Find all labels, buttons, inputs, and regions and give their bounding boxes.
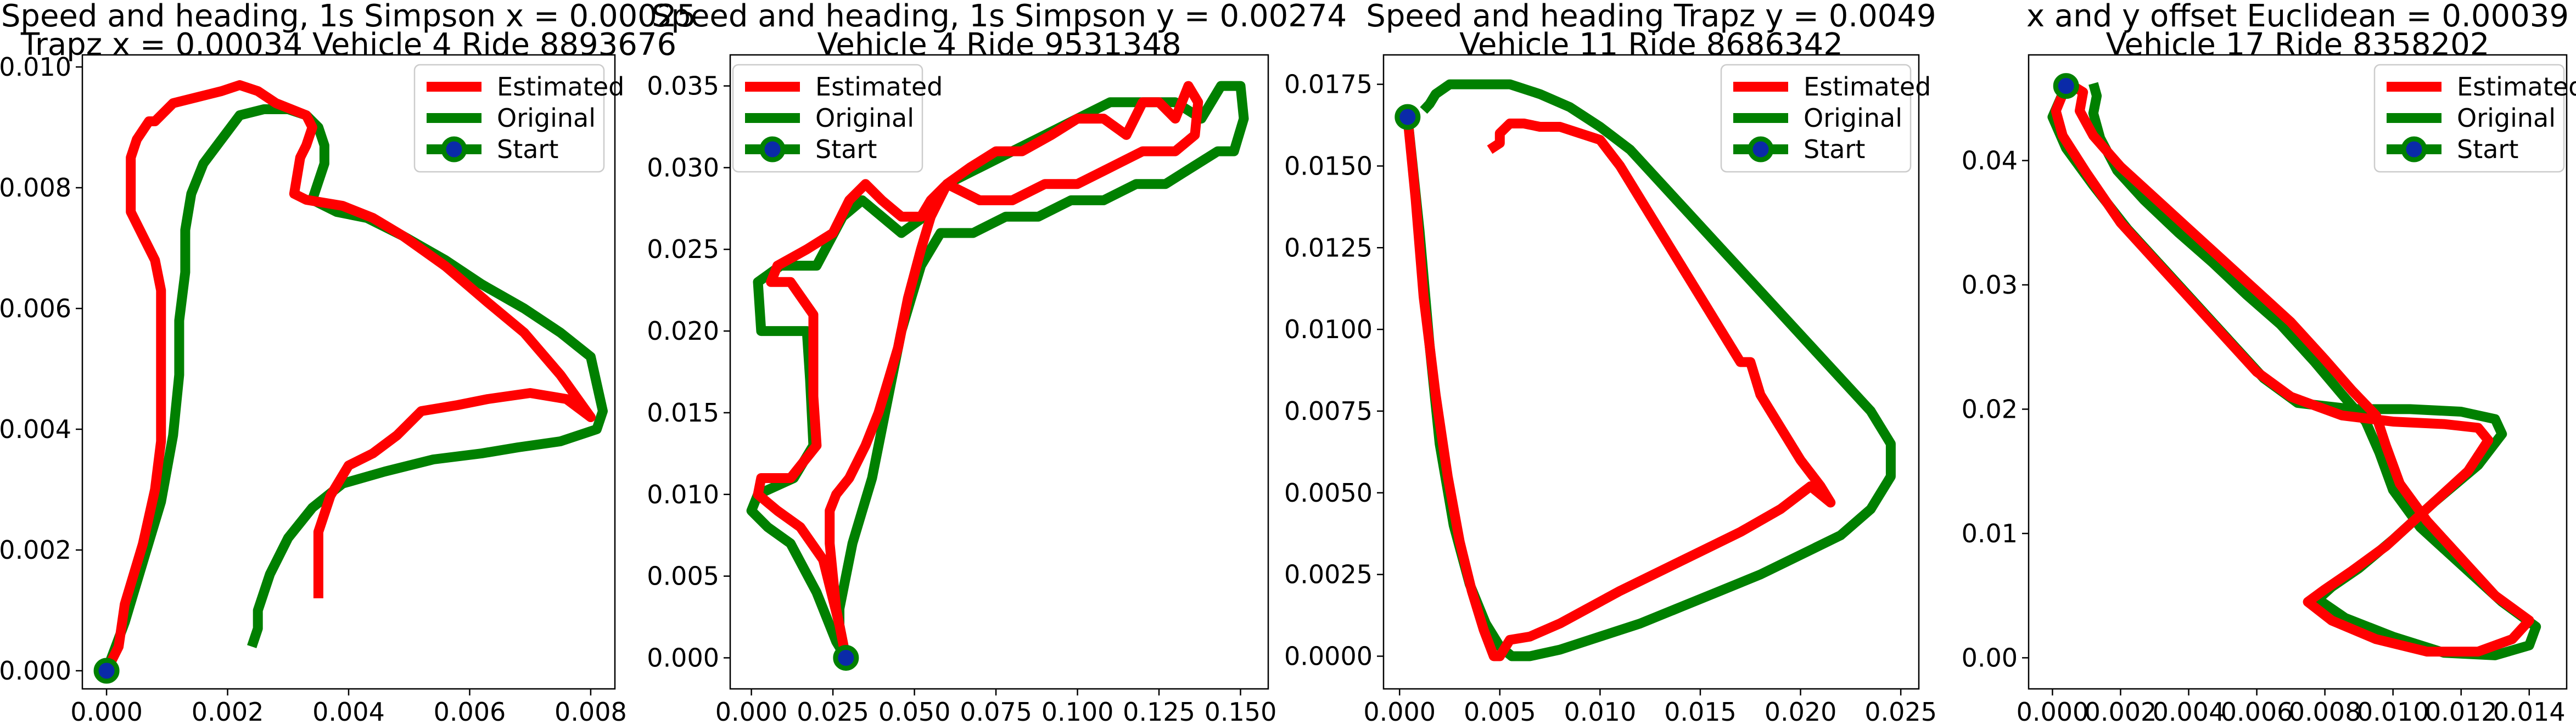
legend-label: Estimated: [1804, 72, 1931, 102]
legend-label: Start: [815, 134, 877, 164]
y-tick-label: 0.0000: [1284, 641, 1373, 671]
x-tick-label: 0.025: [797, 697, 869, 724]
x-tick-label: 0.150: [1205, 697, 1277, 724]
x-tick-label: 0.015: [1664, 697, 1737, 724]
y-tick-label: 0.004: [0, 414, 71, 444]
x-tick-label: 0.008: [555, 697, 627, 724]
legend-label: Start: [1804, 134, 1865, 164]
x-tick-label: 0.000: [1363, 697, 1436, 724]
series-line-original: [1402, 79, 1896, 661]
x-tick-label: 0.004: [312, 697, 385, 724]
x-tick-label: 0.010: [1564, 697, 1637, 724]
legend-start-marker: [759, 136, 786, 162]
x-tick-label: 0.006: [2221, 697, 2293, 724]
legend-label: Original: [815, 103, 914, 133]
x-tick-label: 0.075: [960, 697, 1032, 724]
x-tick-label: 0.002: [2085, 697, 2157, 724]
y-tick-label: 0.01: [1962, 519, 2018, 548]
x-tick-label: 0.005: [1464, 697, 1536, 724]
legend-start-marker: [2401, 136, 2427, 162]
legend-label: Start: [497, 134, 558, 164]
y-tick-label: 0.0175: [1284, 70, 1373, 99]
start-marker: [1395, 104, 1421, 130]
x-tick-label: 0.020: [1765, 697, 1837, 724]
legend-label: Estimated: [497, 72, 624, 102]
y-tick-label: 0.006: [0, 294, 71, 323]
x-tick-label: 0.014: [2493, 697, 2566, 724]
y-tick-label: 0.010: [647, 480, 719, 509]
chart-title: x and y offset Euclidean = 0.00039 Vehicl…: [2026, 0, 2569, 63]
y-tick-label: 0.002: [0, 535, 71, 565]
legend-label: Original: [2457, 103, 2556, 133]
y-tick-label: 0.0075: [1284, 396, 1373, 426]
chart-title: Speed and heading Trapz y = 0.0049 Vehicl…: [1366, 0, 1936, 63]
x-tick-label: 0.008: [2289, 697, 2361, 724]
plot-frame: [729, 54, 1269, 690]
plot-frame: [2028, 54, 2568, 690]
chart-title: Speed and heading, 1s Simpson x = 0.0002…: [1, 0, 696, 63]
series-line-estimated: [1402, 116, 1836, 661]
legend-label: Original: [1804, 103, 1902, 133]
x-tick-label: 0.002: [192, 697, 264, 724]
y-tick-label: 0.000: [647, 643, 719, 672]
x-tick-label: 0.010: [2357, 697, 2429, 724]
x-tick-label: 0.012: [2425, 697, 2497, 724]
chart-panel-4: x and y offset Euclidean = 0.00039 Vehicl…: [1962, 0, 2576, 724]
x-tick-label: 0.000: [2017, 697, 2089, 724]
y-tick-label: 0.010: [0, 52, 71, 82]
series-line-original: [102, 104, 608, 673]
start-marker: [2053, 73, 2079, 99]
chart-panel-3: Speed and heading Trapz y = 0.0049 Vehicl…: [1284, 0, 1937, 724]
x-tick-label: 0.006: [434, 697, 506, 724]
start-marker: [93, 658, 120, 684]
chart-title: Speed and heading, 1s Simpson y = 0.0027…: [652, 0, 1347, 63]
y-tick-label: 0.0050: [1284, 478, 1373, 508]
legend-label: Estimated: [2457, 72, 2576, 102]
legend-label: Original: [497, 103, 596, 133]
legend-label: Estimated: [815, 72, 943, 102]
y-tick-label: 0.0100: [1284, 315, 1373, 344]
y-tick-label: 0.025: [647, 234, 719, 264]
chart-panel-2: Speed and heading, 1s Simpson y = 0.0027…: [647, 0, 1347, 724]
x-tick-label: 0.004: [2153, 697, 2225, 724]
y-tick-label: 0.020: [647, 316, 719, 346]
start-marker: [833, 644, 859, 671]
x-tick-label: 0.025: [1864, 697, 1937, 724]
chart-panel-1: Speed and heading, 1s Simpson x = 0.0002…: [0, 0, 696, 724]
legend-label: Start: [2457, 134, 2518, 164]
x-tick-label: 0.000: [715, 697, 788, 724]
y-tick-label: 0.015: [647, 398, 719, 428]
legend-start-marker: [1748, 136, 1774, 162]
x-tick-label: 0.100: [1041, 697, 1114, 724]
y-tick-label: 0.000: [0, 656, 71, 686]
legend-start-marker: [441, 136, 467, 162]
y-tick-label: 0.005: [647, 562, 719, 591]
plot-frame: [1382, 54, 1920, 690]
y-tick-label: 0.008: [0, 173, 71, 203]
series-line-estimated: [753, 81, 1203, 659]
y-tick-label: 0.04: [1962, 146, 2018, 176]
y-tick-label: 0.02: [1962, 394, 2018, 424]
series-line-estimated: [102, 80, 596, 674]
series-line-estimated: [2051, 81, 2534, 657]
y-tick-label: 0.030: [647, 153, 719, 182]
x-tick-label: 0.050: [878, 697, 951, 724]
y-tick-label: 0.0150: [1284, 151, 1373, 181]
x-tick-label: 0.125: [1123, 697, 1195, 724]
y-tick-label: 0.0025: [1284, 560, 1373, 590]
y-tick-label: 0.03: [1962, 270, 2018, 300]
y-tick-label: 0.035: [647, 71, 719, 101]
y-tick-label: 0.00: [1962, 643, 2018, 672]
x-tick-label: 0.000: [70, 697, 143, 724]
y-tick-label: 0.0125: [1284, 233, 1373, 262]
